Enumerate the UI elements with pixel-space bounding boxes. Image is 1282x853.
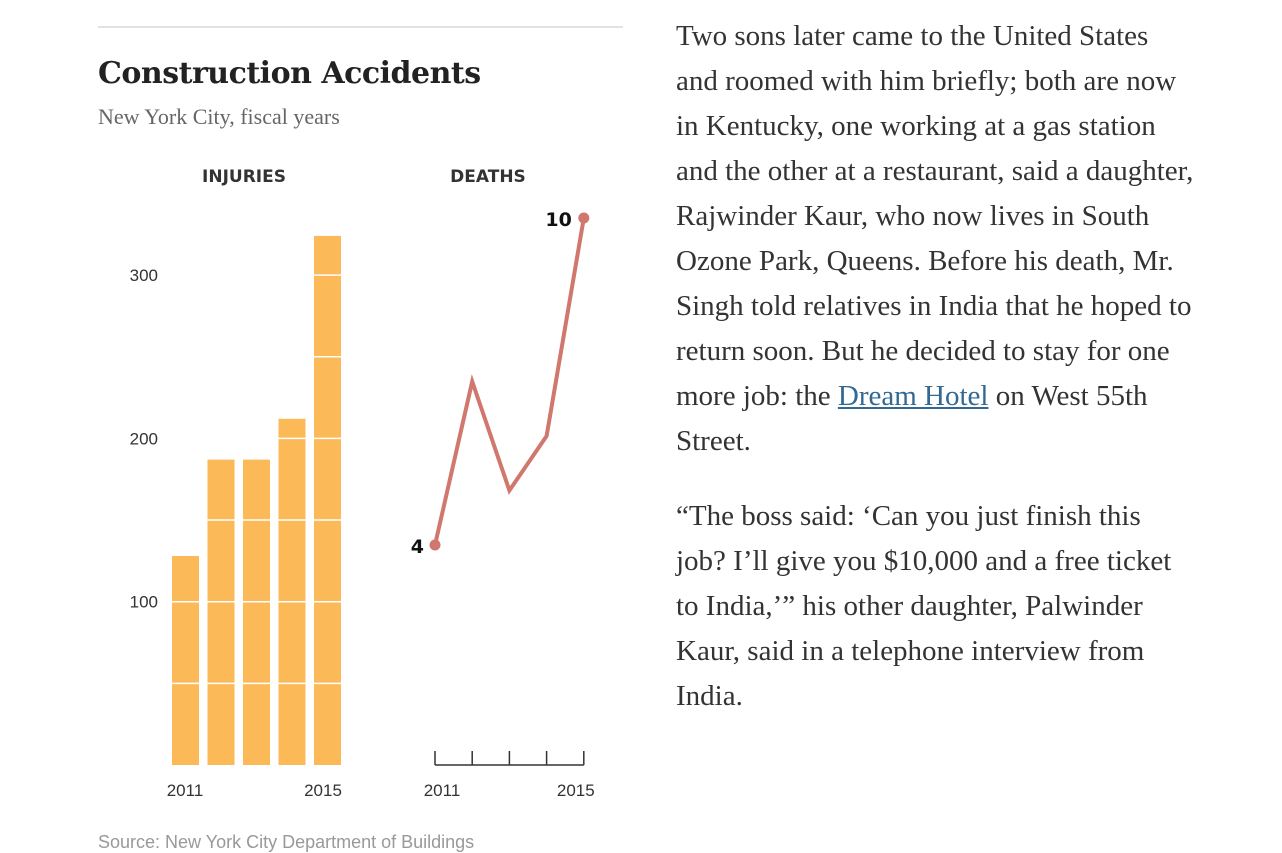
source-note: Source: New York City Department of Buil…	[98, 832, 475, 852]
x-tick-label: 2015	[304, 781, 342, 800]
deaths-point-2011	[429, 539, 441, 551]
injury-bar-2013	[243, 459, 270, 765]
graphic-subtitle: New York City, fiscal years	[98, 104, 340, 129]
charts-svg: INJURIES 100 200 300 2011 2015 DEATHS 4 10 2011 20…	[130, 167, 595, 800]
y-tick-label: 300	[130, 266, 158, 285]
deaths-point-2015	[578, 212, 590, 224]
paragraph-2: “The boss said: ‘Can you just finish thi…	[676, 500, 1172, 712]
deaths-line	[433, 217, 586, 546]
injury-bar-2012	[207, 459, 235, 765]
injury-bar-2015	[314, 235, 341, 765]
x-tick-label: 2011	[424, 781, 461, 800]
construction-accidents-graphic: Construction Accidents New York City, fi…	[98, 0, 623, 852]
data-label: 10	[545, 209, 571, 231]
dream-hotel-link[interactable]: Dream Hotel	[837, 380, 989, 412]
article-body: Two sons later came to the United States…	[676, 14, 1196, 749]
paragraph-1: Two sons later came to the United States…	[676, 14, 1196, 464]
x-tick-label: 2011	[167, 781, 204, 800]
graphic-title: Construction Accidents	[98, 56, 481, 91]
top-rule	[98, 26, 623, 28]
injury-bar-2011	[172, 555, 199, 765]
paragraph-text: on West 55th Street.	[676, 380, 1148, 457]
deaths-chart-title: DEATHS	[450, 167, 526, 187]
injuries-chart-title: INJURIES	[202, 167, 286, 187]
paragraph-text: Two sons later came to the United States…	[676, 20, 1194, 412]
injury-bar-2014	[278, 418, 306, 765]
y-tick-label: 200	[130, 429, 158, 448]
y-tick-label: 100	[130, 593, 158, 612]
x-tick-label: 2015	[557, 781, 595, 800]
data-label: 4	[411, 536, 424, 558]
